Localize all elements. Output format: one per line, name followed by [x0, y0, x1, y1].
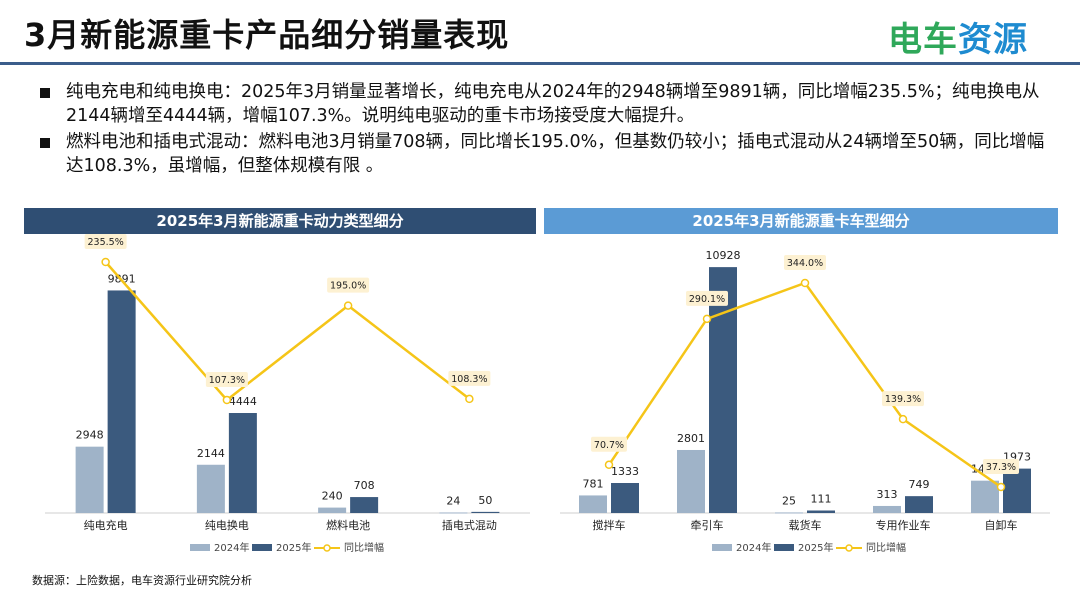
bar-2025: [905, 496, 933, 513]
legend-label-growth: 同比增幅: [866, 541, 906, 554]
growth-point: [702, 314, 712, 324]
bar-2025: [228, 413, 257, 513]
bar-2024: [677, 449, 705, 513]
x-tick-label: 自卸车: [985, 518, 1018, 532]
x-tick-label: 搅拌车: [593, 518, 626, 532]
growth-data-label: 107.3%: [209, 375, 245, 386]
x-tick-label: 燃料电池: [326, 518, 370, 532]
growth-label-bg: [686, 290, 728, 306]
bullet-text: 燃料电池和插电式混动：燃料电池3月销量708辆，同比增长195.0%，但基数仍较…: [66, 132, 1045, 176]
growth-data-label: 235.5%: [88, 237, 124, 248]
bar-2024: [196, 464, 225, 513]
growth-line: [104, 261, 471, 402]
data-label-2025: 4444: [229, 395, 257, 408]
data-label-2025: 50: [478, 494, 492, 507]
growth-point: [222, 395, 232, 405]
x-tick-label: 专用作业车: [876, 518, 931, 532]
bar-2024: [75, 446, 104, 513]
legend-label-growth: 同比增幅: [344, 541, 384, 554]
growth-label-bg: [84, 234, 127, 249]
legend-swatch-2024: [190, 544, 210, 551]
data-label-2025: 111: [811, 493, 832, 506]
growth-label-bg: [784, 255, 826, 270]
data-label-2025: 10928: [706, 249, 741, 262]
legend-label-2025: 2025年: [798, 541, 833, 554]
x-tick-label: 牵引车: [691, 518, 724, 532]
data-label-2024: 2144: [197, 447, 225, 460]
data-source-note: 数据源：上险数据，电车资源行业研究院分析: [32, 574, 252, 587]
growth-data-label: 139.3%: [885, 394, 921, 405]
x-tick-label: 纯电换电: [205, 518, 249, 532]
bar-2024: [579, 495, 607, 513]
bar-2024: [318, 507, 347, 513]
legend-marker-growth: [323, 544, 331, 552]
bar-2024: [971, 480, 999, 513]
growth-label-bg: [205, 372, 248, 387]
legend-marker-growth: [845, 544, 853, 552]
growth-label-bg: [327, 277, 370, 293]
bar-2024: [439, 512, 468, 514]
growth-point: [465, 394, 474, 404]
growth-point: [996, 482, 1006, 492]
bar-2024: [873, 505, 901, 513]
x-tick-label: 插电式混动: [442, 518, 497, 532]
bullet-item: 燃料电池和插电式混动：燃料电池3月销量708辆，同比增长195.0%，但基数仍较…: [40, 130, 1050, 178]
data-label-2025: 749: [909, 478, 930, 491]
bullet-text: 纯电充电和纯电换电：2025年3月销量显著增长，纯电充电从2024年的2948辆…: [66, 82, 1040, 126]
legend-label-2024: 2024年: [214, 541, 249, 554]
data-label-2025: 1333: [611, 465, 639, 478]
growth-point: [800, 278, 810, 288]
data-label-2024: 25: [782, 494, 796, 507]
page-title: 3月新能源重卡产品细分销量表现: [24, 16, 510, 54]
bar-2025: [107, 290, 136, 513]
bar-2024: [775, 512, 803, 514]
growth-label-bg: [983, 459, 1019, 474]
growth-label-bg: [882, 391, 924, 407]
legend-swatch-2025: [774, 544, 794, 551]
bar-2025: [807, 510, 835, 513]
data-label-2024: 2801: [677, 432, 705, 445]
legend-swatch-2025: [252, 544, 272, 551]
growth-data-label: 290.1%: [689, 294, 725, 305]
growth-data-label: 70.7%: [594, 440, 624, 451]
legend-swatch-2024: [712, 544, 732, 551]
growth-label-bg: [591, 436, 627, 452]
growth-data-label: 195.0%: [330, 281, 366, 292]
bullet-item: 纯电充电和纯电换电：2025年3月销量显著增长，纯电充电从2024年的2948辆…: [40, 80, 1050, 128]
bar-2025: [709, 267, 737, 513]
growth-line: [607, 281, 1002, 489]
growth-point: [898, 414, 908, 424]
bar-2025: [1003, 468, 1031, 513]
growth-data-label: 37.3%: [986, 462, 1016, 473]
data-label-2024: 313: [877, 488, 898, 501]
data-label-2024: 781: [583, 477, 604, 490]
x-tick-label: 纯电充电: [84, 518, 128, 532]
growth-point: [343, 301, 353, 310]
legend-label-2024: 2024年: [736, 541, 771, 554]
growth-data-label: 108.3%: [451, 374, 487, 385]
brand-logo: 电车资源: [888, 20, 1028, 60]
data-label-2025: 708: [354, 479, 375, 492]
bar-2025: [350, 497, 379, 513]
data-label-2024: 24: [446, 494, 460, 507]
x-tick-label: 载货车: [789, 518, 822, 532]
title-divider: [0, 62, 1080, 65]
growth-label-bg: [448, 370, 491, 386]
data-label-2024: 240: [322, 490, 343, 503]
bar-2025: [471, 511, 500, 513]
growth-point: [101, 257, 110, 267]
summary-bullets: 纯电充电和纯电换电：2025年3月销量显著增长，纯电充电从2024年的2948辆…: [40, 80, 1050, 180]
chart-1-title: 2025年3月新能源重卡动力类型细分: [24, 208, 536, 234]
growth-data-label: 344.0%: [787, 258, 823, 269]
bar-2025: [611, 483, 639, 513]
growth-point: [604, 460, 614, 470]
bullet-square-icon: [40, 138, 50, 148]
legend-label-2025: 2025年: [276, 541, 311, 554]
chart-2-title: 2025年3月新能源重卡车型细分: [544, 208, 1058, 234]
data-label-2024: 2948: [76, 429, 104, 442]
bullet-square-icon: [40, 88, 50, 98]
